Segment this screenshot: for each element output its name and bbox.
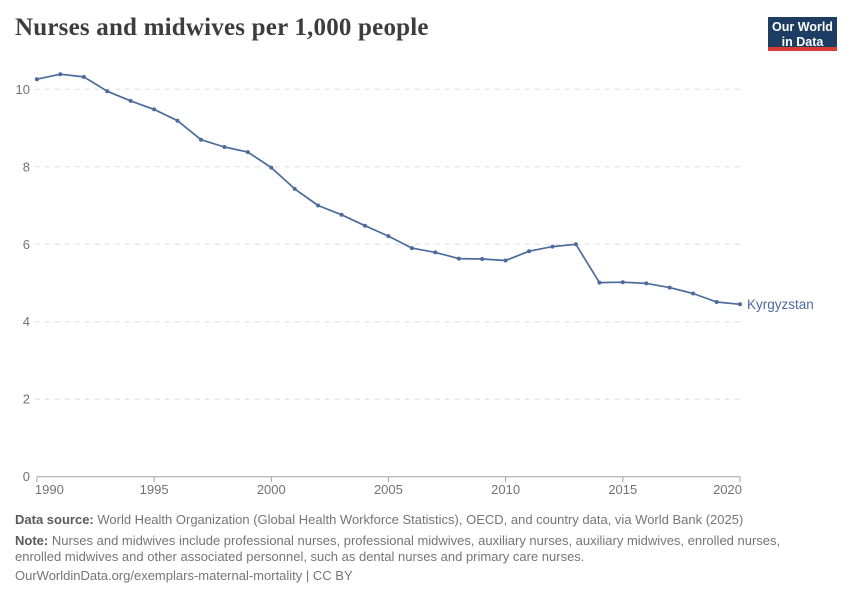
data-point[interactable]	[269, 165, 274, 170]
x-tick-label: 1990	[35, 482, 64, 497]
data-point[interactable]	[152, 107, 157, 112]
data-point[interactable]	[433, 250, 438, 255]
data-point[interactable]	[175, 118, 180, 123]
data-point[interactable]	[667, 285, 672, 290]
data-point[interactable]	[245, 150, 250, 155]
data-point[interactable]	[105, 89, 110, 94]
x-tick-label: 1995	[140, 482, 169, 497]
citation-link[interactable]: OurWorldinData.org/exemplars-maternal-mo…	[15, 568, 353, 583]
note-text: Nurses and midwives include professional…	[15, 533, 781, 564]
data-point[interactable]	[222, 145, 227, 149]
data-point[interactable]	[339, 212, 344, 217]
line-chart-svg[interactable]: 0 2 4 6 8 10 1990 1995 2000 2005 2010 2015 2020 Kyrgy…	[0, 55, 850, 505]
y-tick-label: 0	[23, 469, 30, 484]
data-point[interactable]	[316, 203, 321, 208]
data-point[interactable]	[456, 256, 461, 261]
y-tick-label: 8	[23, 159, 30, 174]
data-point[interactable]	[292, 186, 297, 191]
owid-logo-line1: Our World	[772, 20, 833, 34]
data-point[interactable]	[597, 280, 602, 285]
entity-label[interactable]: Kyrgyzstan	[747, 297, 814, 312]
data-point[interactable]	[644, 281, 649, 286]
y-tick-label: 10	[16, 82, 30, 97]
data-point[interactable]	[81, 74, 86, 79]
note-line: Note: Nurses and midwives include profes…	[15, 533, 825, 564]
x-tick-label: 2000	[257, 482, 286, 497]
page-title: Nurses and midwives per 1,000 people	[15, 14, 429, 41]
data-source-text: World Health Organization (Global Health…	[93, 512, 744, 527]
data-point[interactable]	[34, 77, 39, 82]
data-point[interactable]	[691, 291, 696, 296]
data-point[interactable]	[480, 257, 485, 261]
y-tick-label: 2	[23, 392, 30, 407]
data-point[interactable]	[409, 246, 414, 251]
data-point[interactable]	[573, 242, 578, 247]
y-tick-label: 6	[23, 237, 30, 252]
data-point[interactable]	[714, 300, 719, 304]
owid-logo[interactable]: Our World in Data	[768, 17, 837, 51]
data-source-line: Data source: World Health Organization (…	[15, 512, 825, 527]
data-point[interactable]	[386, 234, 391, 239]
data-point[interactable]	[620, 280, 625, 285]
data-point[interactable]	[503, 258, 508, 263]
x-tick-label: 2010	[491, 482, 520, 497]
x-tick-label: 2005	[374, 482, 403, 497]
y-tick-label: 4	[23, 314, 30, 329]
x-tick-label: 2015	[608, 482, 637, 497]
data-point[interactable]	[363, 223, 367, 228]
data-line[interactable]	[36, 73, 741, 306]
x-tick-label: 2020	[713, 482, 742, 497]
note-label: Note:	[15, 533, 49, 548]
data-point[interactable]	[550, 244, 555, 249]
data-point[interactable]	[128, 98, 133, 103]
data-point[interactable]	[58, 72, 63, 77]
owid-logo-line2: in Data	[781, 34, 824, 49]
data-source-label: Data source:	[15, 512, 94, 527]
data-point[interactable]	[738, 302, 742, 307]
data-point[interactable]	[199, 137, 203, 142]
data-point[interactable]	[527, 249, 532, 254]
